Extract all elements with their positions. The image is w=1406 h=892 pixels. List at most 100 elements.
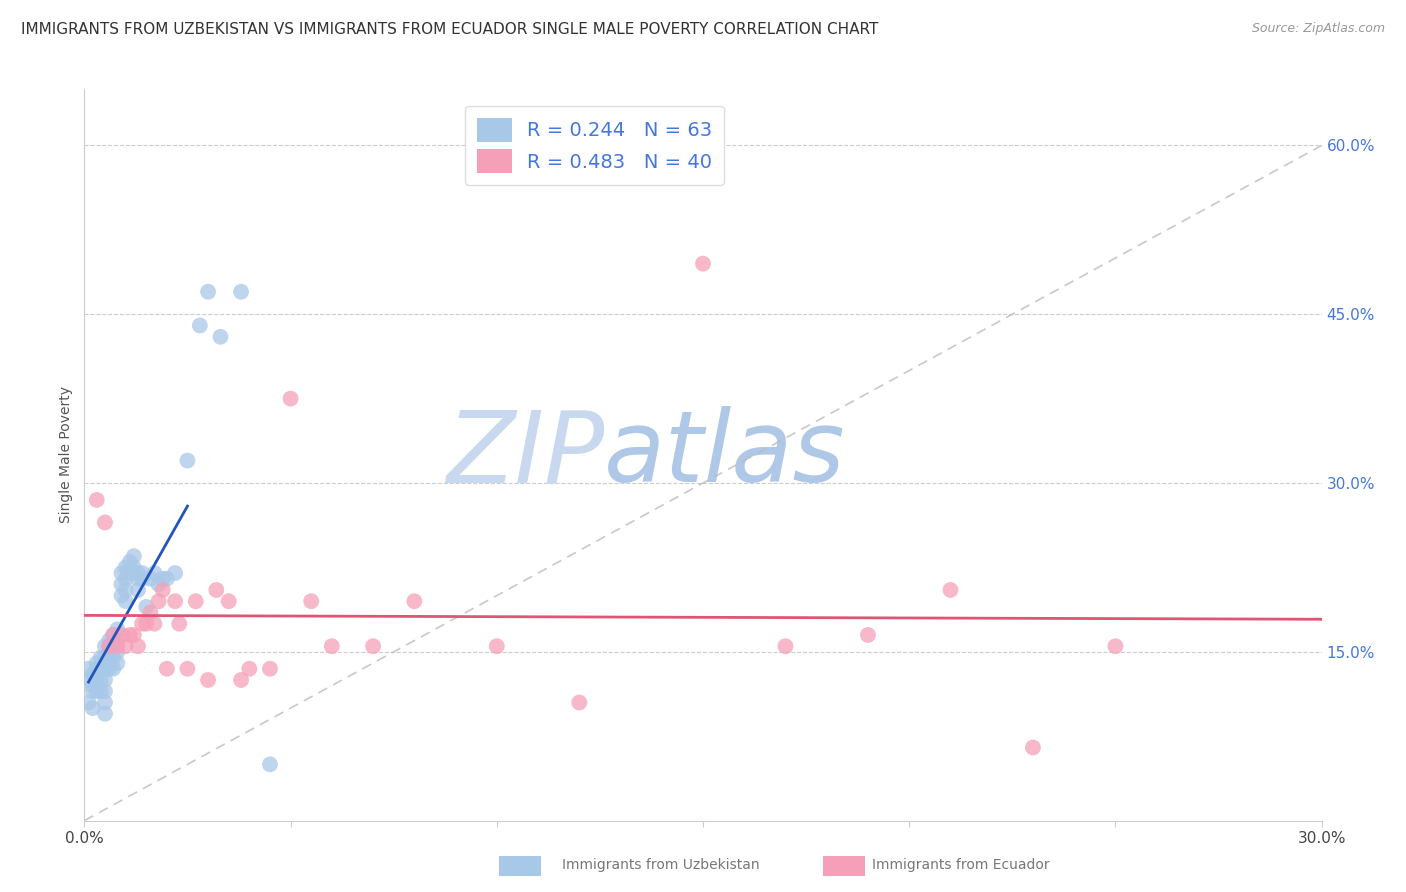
Legend: R = 0.244   N = 63, R = 0.483   N = 40: R = 0.244 N = 63, R = 0.483 N = 40 [465, 106, 724, 185]
Point [122, 560, 145, 574]
Point [94, 639, 117, 653]
Point [135, 599, 157, 614]
Text: ZIP: ZIP [446, 407, 605, 503]
Point [165, 594, 187, 608]
Point [143, 566, 166, 580]
Text: Source: ZipAtlas.com: Source: ZipAtlas.com [1251, 22, 1385, 36]
Point [90, 684, 112, 698]
Point [98, 639, 121, 653]
Point [114, 639, 136, 653]
Point [361, 639, 384, 653]
Point [110, 577, 132, 591]
Point [139, 606, 162, 620]
Point [82, 684, 104, 698]
Point [148, 594, 170, 608]
Point [114, 572, 136, 586]
Point [568, 696, 591, 710]
Point [856, 628, 879, 642]
Point [118, 555, 141, 569]
Point [139, 572, 162, 586]
Text: Immigrants from Ecuador: Immigrants from Ecuador [872, 858, 1049, 872]
Point [110, 566, 132, 580]
Point [152, 582, 174, 597]
Point [229, 673, 252, 687]
Point [127, 566, 149, 580]
Point [98, 639, 121, 653]
Point [229, 285, 252, 299]
Point [259, 757, 281, 772]
Point [127, 582, 149, 597]
Point [86, 662, 108, 676]
Point [90, 673, 112, 687]
Point [105, 645, 128, 659]
Point [122, 628, 145, 642]
Point [94, 662, 117, 676]
Point [94, 516, 117, 530]
Text: atlas: atlas [605, 407, 845, 503]
Point [775, 639, 797, 653]
Point [103, 628, 125, 642]
Point [118, 628, 141, 642]
Point [404, 594, 426, 608]
Point [94, 684, 117, 698]
Point [94, 696, 117, 710]
Point [321, 639, 343, 653]
Point [205, 582, 228, 597]
Point [94, 706, 117, 721]
Point [103, 650, 125, 665]
Point [86, 684, 108, 698]
Point [90, 662, 112, 676]
Point [105, 639, 128, 653]
Point [143, 616, 166, 631]
Point [103, 628, 125, 642]
Point [131, 566, 153, 580]
Point [238, 662, 260, 676]
Point [156, 662, 179, 676]
Point [118, 566, 141, 580]
Point [299, 594, 322, 608]
Point [176, 453, 198, 467]
Point [209, 330, 232, 344]
Point [218, 594, 240, 608]
Point [105, 623, 128, 637]
Point [188, 318, 211, 333]
Point [131, 572, 153, 586]
Point [127, 639, 149, 653]
Point [1022, 740, 1045, 755]
Point [280, 392, 302, 406]
Point [98, 650, 121, 665]
Point [197, 285, 219, 299]
Point [90, 650, 112, 665]
Point [152, 572, 174, 586]
Point [167, 616, 190, 631]
Point [114, 582, 136, 597]
Text: Immigrants from Uzbekistan: Immigrants from Uzbekistan [562, 858, 761, 872]
Point [77, 696, 100, 710]
Point [86, 492, 108, 507]
Point [94, 673, 117, 687]
Point [105, 633, 128, 648]
Point [176, 662, 198, 676]
Point [86, 656, 108, 670]
Point [114, 594, 136, 608]
Point [939, 582, 962, 597]
Point [77, 662, 100, 676]
Point [114, 560, 136, 574]
Point [103, 639, 125, 653]
Point [110, 628, 132, 642]
Point [259, 662, 281, 676]
Point [98, 662, 121, 676]
Point [94, 650, 117, 665]
Text: IMMIGRANTS FROM UZBEKISTAN VS IMMIGRANTS FROM ECUADOR SINGLE MALE POVERTY CORREL: IMMIGRANTS FROM UZBEKISTAN VS IMMIGRANTS… [21, 22, 879, 37]
Y-axis label: Single Male Poverty: Single Male Poverty [59, 386, 73, 524]
Point [184, 594, 207, 608]
Point [1104, 639, 1126, 653]
Point [122, 549, 145, 564]
Point [156, 572, 179, 586]
Point [148, 577, 170, 591]
Point [82, 701, 104, 715]
Point [197, 673, 219, 687]
Point [131, 616, 153, 631]
Point [77, 673, 100, 687]
Point [98, 633, 121, 648]
